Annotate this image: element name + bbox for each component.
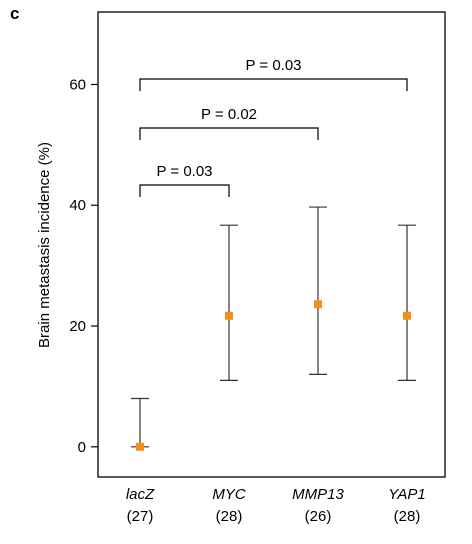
y-tick-label: 60 <box>69 76 86 93</box>
comparison-bracket <box>139 184 230 197</box>
x-category-label: lacZ <box>126 486 155 503</box>
y-axis-ticks: 0 20 40 60 <box>69 76 98 456</box>
y-tick-label: 20 <box>69 318 86 335</box>
plot-frame <box>97 11 446 478</box>
x-category-count: (28) <box>216 508 243 525</box>
p-value-label: P = 0.03 <box>156 163 212 180</box>
x-category-count: (26) <box>305 508 332 525</box>
panel-letter: c <box>10 4 20 23</box>
x-category-label: YAP1 <box>388 486 426 503</box>
comparison-bracket <box>139 78 408 91</box>
x-category-label: MYC <box>212 486 246 503</box>
data-point <box>136 442 144 451</box>
x-category-count: (28) <box>394 508 421 525</box>
y-axis-label: Brain metastasis incidence (%) <box>36 142 53 348</box>
data-point <box>225 311 233 320</box>
x-category-count: (27) <box>127 508 154 525</box>
y-tick-label: 40 <box>69 197 86 214</box>
data-point <box>403 311 411 320</box>
data-point <box>314 300 322 309</box>
p-value-label: P = 0.02 <box>201 106 257 123</box>
p-value-label: P = 0.03 <box>245 57 301 74</box>
y-tick-label: 0 <box>78 439 86 456</box>
x-category-label: MMP13 <box>292 486 344 503</box>
significance-brackets: P = 0.03 P = 0.02 P = 0.03 <box>139 57 408 197</box>
x-axis-labels: lacZ (27) MYC (28) MMP13 (26) YAP1 (28) <box>126 486 426 525</box>
comparison-bracket <box>139 127 319 140</box>
data-marks <box>131 206 416 451</box>
